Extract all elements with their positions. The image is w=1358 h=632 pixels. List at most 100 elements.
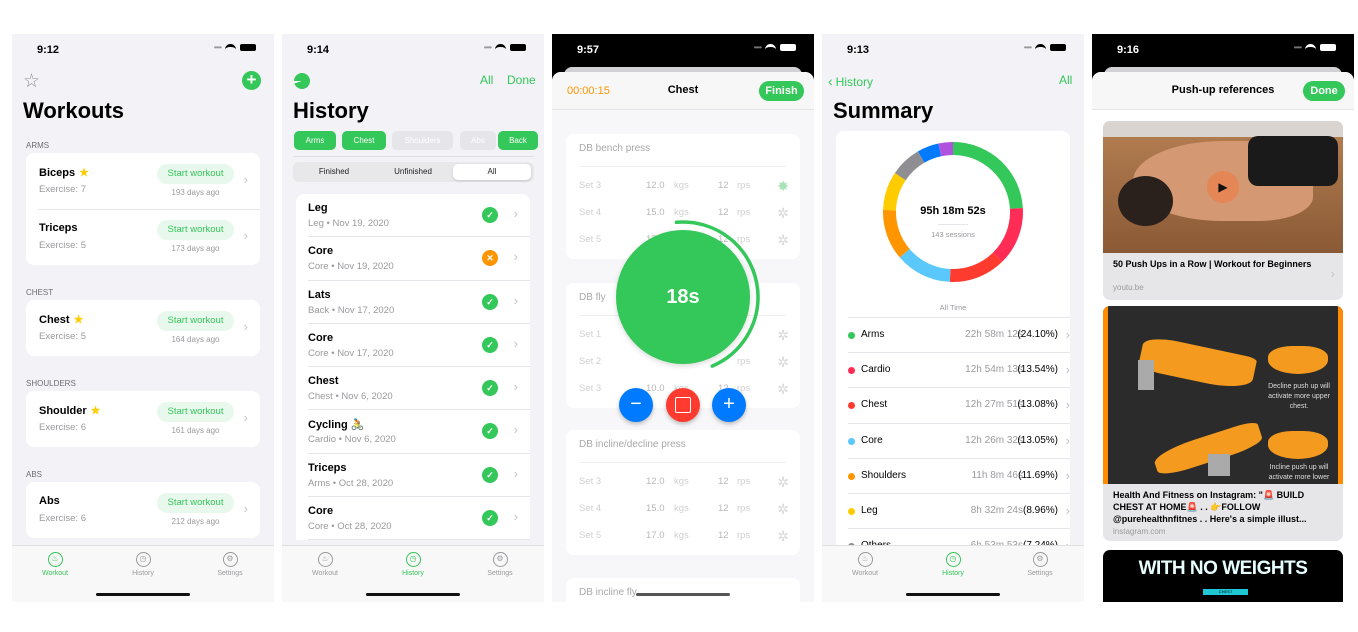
all-button[interactable]: All <box>1059 73 1073 87</box>
stop-timer-button[interactable] <box>666 388 700 422</box>
history-row[interactable]: Core Core • Oct 28, 2020 ✓ › <box>308 497 530 541</box>
history-row[interactable]: Lats Back • Nov 17, 2020 ✓ › <box>308 281 530 324</box>
tab-history[interactable]: ◷ History <box>923 552 983 577</box>
tab-settings[interactable]: ⚙ Settings <box>1010 552 1070 577</box>
segment-unfinished[interactable]: Unfinished <box>394 167 432 176</box>
finish-button[interactable]: Finish <box>759 81 804 101</box>
donut-slice-cardio[interactable] <box>992 208 1024 262</box>
start-workout-button[interactable]: Start workout <box>157 402 234 422</box>
link-preview-card[interactable]: WITH NO WEIGHTS CHEST <box>1103 550 1343 602</box>
history-row[interactable]: Chest Chest • Nov 6, 2020 ✓ › <box>308 367 530 411</box>
add-workout-button[interactable]: + <box>242 71 261 90</box>
category-row[interactable]: Arms 22h 58m 12s (24.10%) › <box>848 317 1070 352</box>
incomplete-badge-icon[interactable]: ✲ <box>777 354 789 370</box>
completed-badge-icon[interactable]: ✸ <box>777 178 789 194</box>
reps-value: 12 <box>718 476 729 487</box>
donut-slice-others[interactable] <box>894 151 925 181</box>
instagram-image[interactable]: Decline push up will activate more upper… <box>1103 306 1343 484</box>
set-label: Set 1 <box>579 329 602 340</box>
video-thumbnail[interactable]: ▶ <box>1103 121 1343 253</box>
history-row[interactable]: Core Core • Nov 17, 2020 ✓ › <box>308 324 530 368</box>
donut-slice-arms[interactable] <box>953 142 1023 209</box>
set-row[interactable]: Set 1 ✲ <box>579 327 789 343</box>
summary-pie-button[interactable] <box>294 73 310 89</box>
filter-chip-chest[interactable]: Chest <box>342 131 386 150</box>
weight-value: 15.0 <box>646 503 665 514</box>
rest-timer-circle[interactable]: 18s <box>616 230 750 364</box>
start-workout-button[interactable]: Start workout <box>157 311 234 331</box>
donut-slice-leg[interactable] <box>883 172 906 211</box>
filter-chip-abs[interactable]: Abs <box>460 131 496 150</box>
tab-history[interactable]: ◷ History <box>113 552 173 577</box>
link-preview-card[interactable]: Decline push up will activate more upper… <box>1103 306 1343 541</box>
done-button[interactable]: Done <box>1303 81 1345 101</box>
workout-row[interactable]: Abs Exercise: 6 Start workout 212 days ago › <box>26 482 260 538</box>
incomplete-badge-icon[interactable]: ✲ <box>777 381 789 397</box>
increase-time-button[interactable]: + <box>712 388 746 422</box>
filter-chip-arms[interactable]: Arms <box>294 131 336 150</box>
donut-slice-chest[interactable] <box>949 252 1003 283</box>
start-workout-button[interactable]: Start workout <box>157 164 234 184</box>
favorites-star-button[interactable]: ☆ <box>23 71 41 92</box>
workout-title: Biceps <box>39 167 76 179</box>
start-workout-button[interactable]: Start workout <box>157 493 234 513</box>
last-done: 212 days ago <box>171 517 220 526</box>
workout-row[interactable]: Chest ★ Exercise: 5 Start workout 164 days a… <box>26 300 260 356</box>
donut-slice-core[interactable] <box>899 248 951 282</box>
category-row[interactable]: Chest 12h 27m 51s (13.08%) › <box>848 387 1070 422</box>
set-row[interactable]: Set 4 15.0 kgs 12 rps ✲ <box>579 501 789 517</box>
workout-title: Triceps <box>39 222 78 234</box>
filter-chip-shoulders[interactable]: Shoulders <box>392 131 453 150</box>
category-name: Arms <box>861 329 885 340</box>
wifi-icon <box>765 43 776 52</box>
incomplete-badge-icon[interactable]: ✲ <box>777 327 789 343</box>
segment-all[interactable]: All <box>453 164 531 180</box>
home-indicator <box>636 593 730 596</box>
category-row[interactable]: Core 12h 26m 32s (13.05%) › <box>848 422 1070 458</box>
decrease-time-button[interactable]: − <box>619 388 653 422</box>
tab-label: Workout <box>852 570 878 577</box>
set-row[interactable]: Set 3 12.0 kgs 12 rps ✸ <box>579 178 789 194</box>
incomplete-badge-icon[interactable]: ✲ <box>777 232 789 248</box>
tab-history[interactable]: ◷ History <box>383 552 443 577</box>
filter-chip-back[interactable]: Back <box>498 131 538 150</box>
history-row[interactable]: Cycling 🚴 Cardio • Nov 6, 2020 ✓ › <box>308 410 530 454</box>
link-preview-card[interactable]: ▶ 50 Push Ups in a Row | Workout for Begi… <box>1103 121 1343 300</box>
workout-row[interactable]: Shoulder ★ Exercise: 6 Start workout 161 day… <box>26 391 260 447</box>
tab-workout[interactable]: ♨ Workout <box>25 552 85 577</box>
workout-name: Biceps ★ <box>39 166 89 179</box>
tab-workout[interactable]: ♨ Workout <box>835 552 895 577</box>
rest-progress-ring <box>606 220 760 374</box>
history-row[interactable]: Core Core • Nov 19, 2020 ✕ › <box>308 237 530 281</box>
set-row[interactable]: Set 5 17.0 kgs 12 rps ✲ <box>579 528 789 544</box>
set-row[interactable]: Set 3 12.0 kgs 12 rps ✲ <box>579 474 789 490</box>
start-workout-button[interactable]: Start workout <box>157 220 234 240</box>
tab-workout[interactable]: ♨ Workout <box>295 552 355 577</box>
set-row[interactable]: Set 2 rps ✲ <box>579 354 789 370</box>
incomplete-badge-icon[interactable]: ✲ <box>777 528 789 544</box>
all-button[interactable]: All <box>480 73 494 87</box>
chevron-right-icon: › <box>513 206 518 221</box>
category-row[interactable]: Shoulders 11h 8m 46s (11.69%) › <box>848 457 1070 493</box>
history-row[interactable]: Leg Leg • Nov 19, 2020 ✓ › <box>308 194 530 238</box>
tab-settings[interactable]: ⚙ Settings <box>470 552 530 577</box>
play-button-icon[interactable]: ▶ <box>1207 171 1239 203</box>
category-row[interactable]: Leg 8h 32m 24s (8.96%) › <box>848 493 1070 528</box>
category-row[interactable]: Cardio 12h 54m 13s (13.54%) › <box>848 352 1070 387</box>
workout-row[interactable]: Triceps Exercise: 5 Start workout 173 days … <box>26 209 260 265</box>
workout-row[interactable]: Biceps ★ Exercise: 7 Start workout 193 days … <box>26 153 260 209</box>
back-button[interactable]: ‹ History <box>828 73 873 89</box>
donut-slice-shoulders[interactable] <box>883 209 910 258</box>
donut-slice-unlabeled-7[interactable] <box>917 143 942 163</box>
donut-slice-unlabeled-8[interactable] <box>938 142 953 157</box>
done-button[interactable]: Done <box>507 73 536 87</box>
set-row[interactable]: Set 4 15.0 kgs 12 rps ✲ <box>579 205 789 221</box>
segment-finished[interactable]: Finished <box>318 167 350 176</box>
box-shape <box>1208 454 1230 476</box>
reps-unit: rps <box>737 530 751 541</box>
incomplete-badge-icon[interactable]: ✲ <box>777 474 789 490</box>
incomplete-badge-icon[interactable]: ✲ <box>777 501 789 517</box>
incomplete-badge-icon[interactable]: ✲ <box>777 205 789 221</box>
history-row[interactable]: Triceps Arms • Oct 28, 2020 ✓ › <box>308 454 530 498</box>
tab-settings[interactable]: ⚙ Settings <box>200 552 260 577</box>
